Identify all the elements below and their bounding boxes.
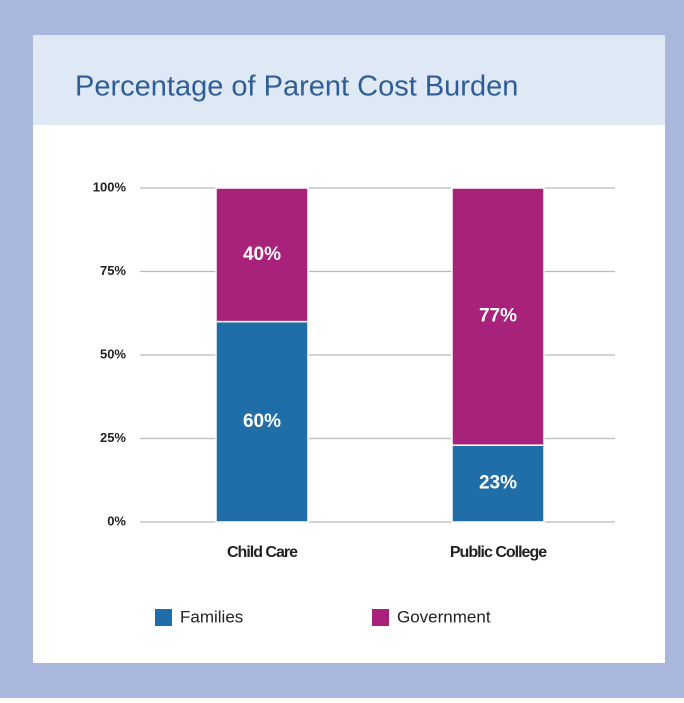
- data-label: 60%: [243, 411, 281, 432]
- x-tick-label: Child Care: [227, 544, 298, 561]
- bar-segment: [451, 187, 545, 446]
- bar-segment: [215, 320, 309, 523]
- y-tick-label: 50%: [100, 346, 126, 361]
- bar-segment: [451, 444, 545, 523]
- panel: [33, 35, 665, 663]
- x-tick-label: Public College: [450, 544, 547, 561]
- bar-segment: [215, 187, 309, 323]
- data-label: 77%: [479, 306, 517, 327]
- y-tick-label: 25%: [100, 430, 126, 445]
- data-label: 40%: [243, 244, 281, 265]
- chart-title: Percentage of Parent Cost Burden: [75, 71, 518, 103]
- legend-swatch: [372, 609, 389, 626]
- y-tick-label: 100%: [93, 179, 127, 194]
- y-tick-label: 75%: [100, 263, 126, 278]
- header: [33, 35, 665, 125]
- legend-label: Government: [397, 607, 491, 626]
- data-label: 23%: [479, 473, 517, 494]
- y-tick-label: 0%: [107, 513, 126, 528]
- legend-label: Families: [180, 607, 243, 626]
- legend-swatch: [155, 609, 172, 626]
